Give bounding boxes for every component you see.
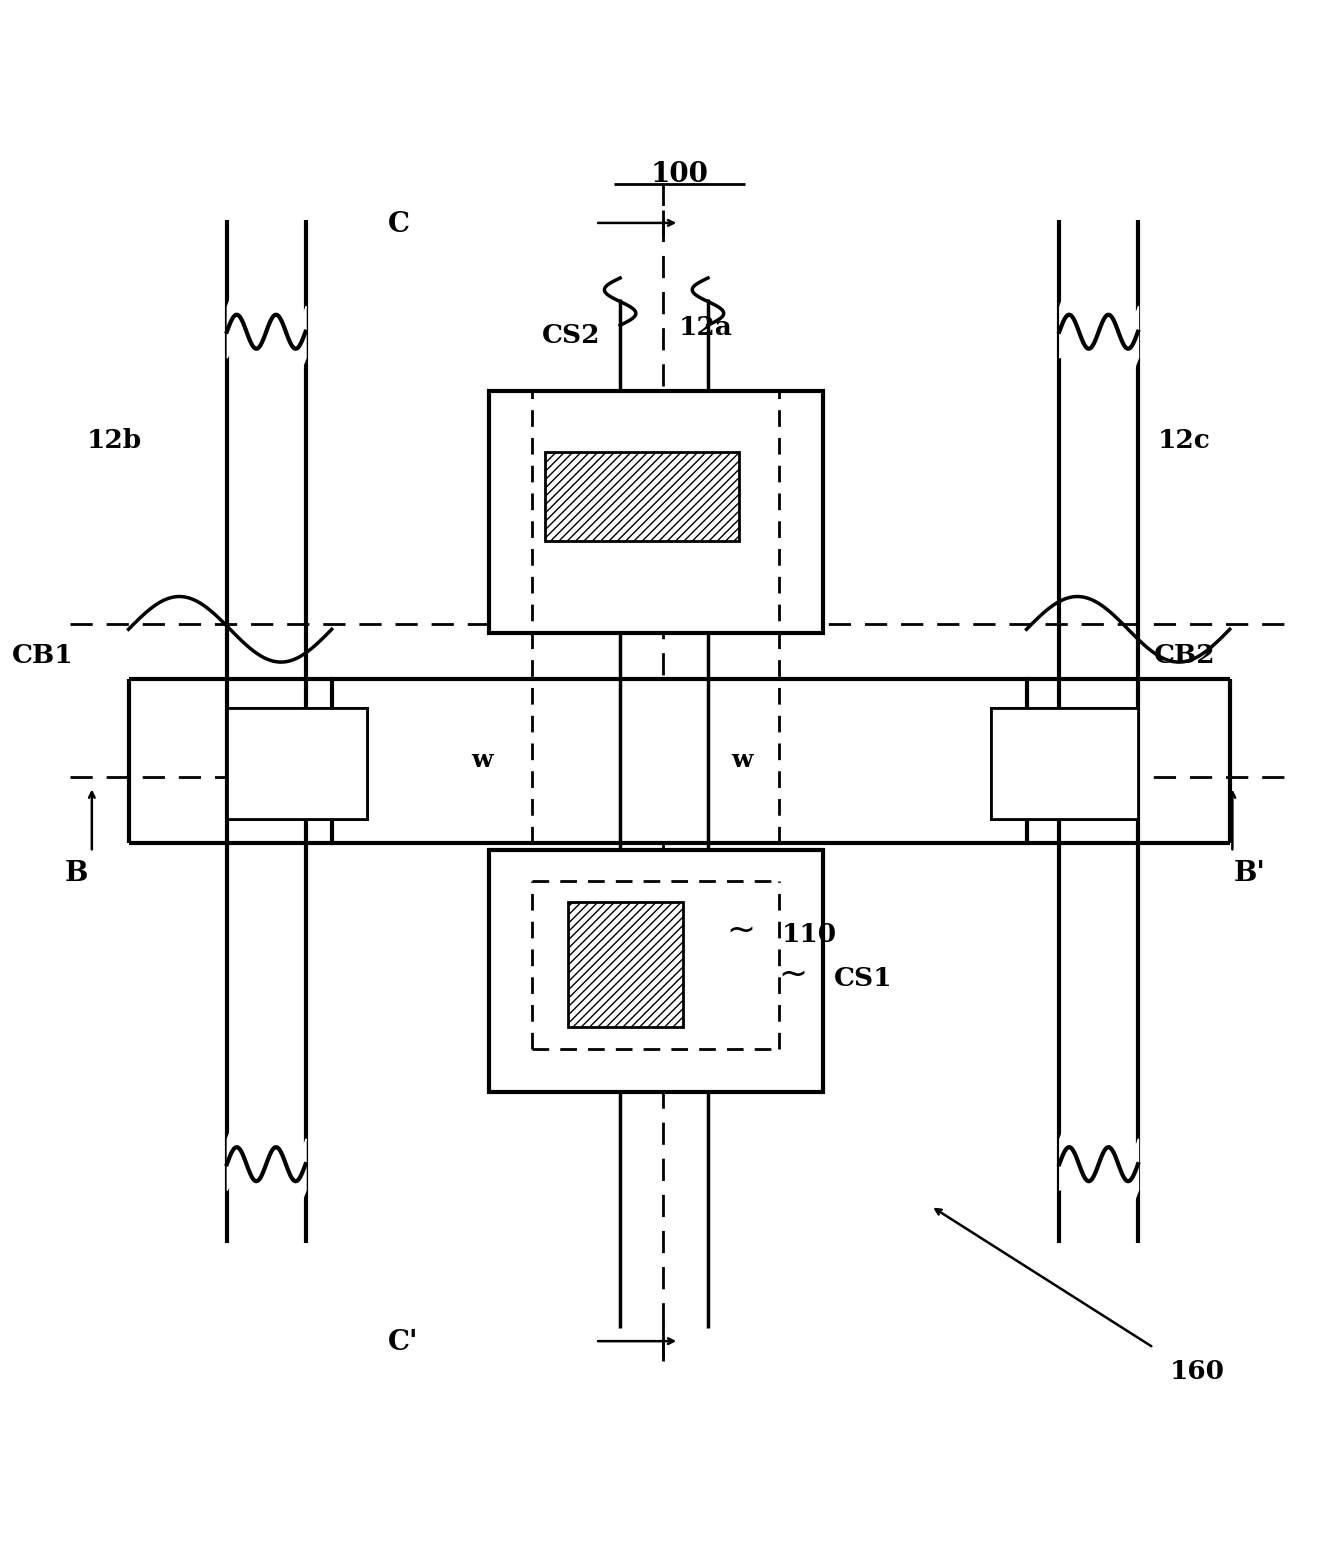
Bar — [568, 902, 683, 1027]
Text: 100: 100 — [651, 162, 708, 188]
Text: 12a: 12a — [679, 315, 733, 340]
Text: CS1: CS1 — [834, 966, 892, 991]
Text: 110: 110 — [782, 922, 836, 947]
Text: CB2: CB2 — [1154, 643, 1216, 668]
Bar — [991, 709, 1138, 820]
Text: ~: ~ — [727, 914, 755, 947]
Text: ~: ~ — [779, 956, 808, 991]
Text: CB1: CB1 — [12, 643, 73, 668]
Text: CS2: CS2 — [542, 323, 600, 348]
Text: 12b: 12b — [87, 428, 142, 453]
Bar — [489, 390, 823, 633]
Bar — [227, 709, 367, 820]
Bar — [331, 679, 1026, 844]
Bar — [545, 452, 739, 541]
Text: 12c: 12c — [1157, 428, 1210, 453]
Bar — [489, 850, 823, 1091]
Text: B: B — [64, 859, 88, 887]
Text: C': C' — [389, 1330, 418, 1356]
Text: C: C — [389, 210, 410, 238]
Bar — [991, 709, 1138, 820]
Text: w: w — [731, 748, 752, 773]
Bar — [227, 709, 367, 820]
Text: w: w — [472, 748, 493, 773]
Text: 160: 160 — [1169, 1359, 1225, 1385]
Text: B': B' — [1233, 859, 1265, 887]
